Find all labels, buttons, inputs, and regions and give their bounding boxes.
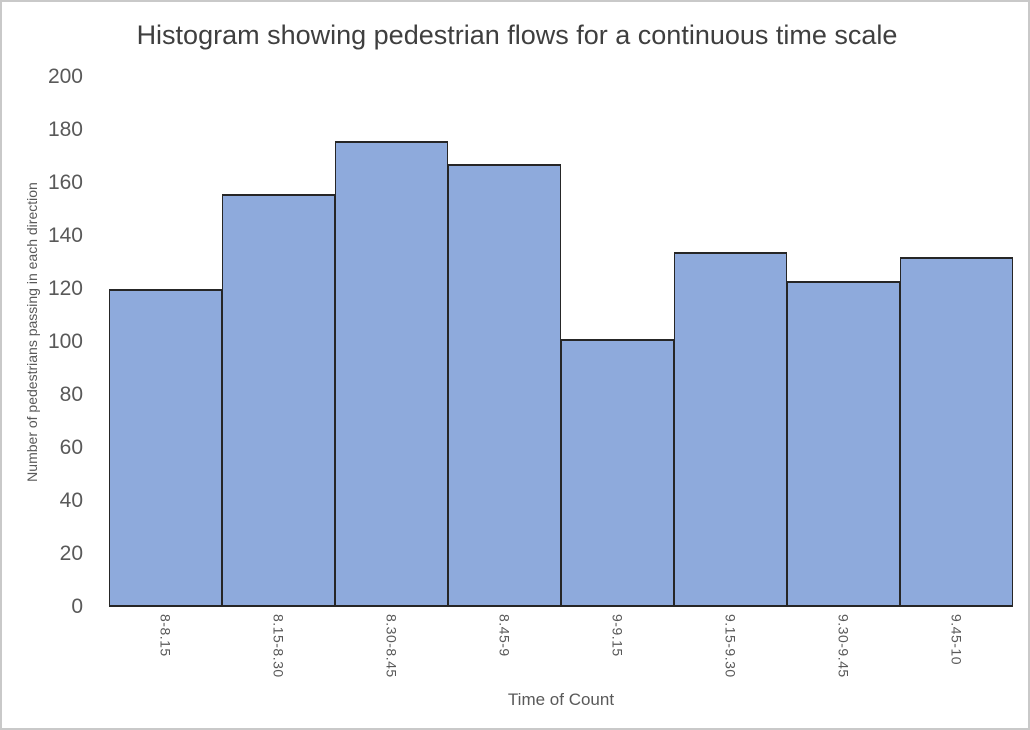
y-tick-label: 0 xyxy=(71,595,83,618)
x-tick-cell: 9.15-9.30 xyxy=(674,614,787,678)
y-tick-label: 200 xyxy=(47,65,83,88)
x-tick-label: 9.15-9.30 xyxy=(722,614,739,678)
y-tick-label: 120 xyxy=(47,277,83,300)
bar-8.30-8.45 xyxy=(335,141,448,607)
bar-8.45-9 xyxy=(448,164,561,607)
x-tick-cell: 9.45-10 xyxy=(900,614,1013,678)
bar-9.15-9.30 xyxy=(674,252,787,607)
x-tick-label: 9.30-9.45 xyxy=(835,614,852,678)
y-tick-label: 20 xyxy=(59,542,83,565)
y-tick-label: 40 xyxy=(59,489,83,512)
x-axis-title: Time of Count xyxy=(507,690,615,709)
y-tick-label: 80 xyxy=(59,383,83,406)
bar-9.30-9.45 xyxy=(787,281,900,607)
bar-8.15-8.30 xyxy=(222,194,335,607)
x-tick-label: 8.45-9 xyxy=(496,614,513,657)
x-tick-cell: 9.30-9.45 xyxy=(787,614,900,678)
x-tick-label: 8.30-8.45 xyxy=(383,614,400,678)
bar-8-8.15 xyxy=(109,289,222,607)
y-tick-label: 100 xyxy=(47,330,83,353)
x-tick-label: 9-9.15 xyxy=(609,614,626,657)
bar-9-9.15 xyxy=(561,339,674,607)
y-tick-label: 60 xyxy=(59,436,83,459)
plot-area xyxy=(109,77,1013,607)
x-tick-label: 8-8.15 xyxy=(157,614,174,657)
bar-9.45-10 xyxy=(900,257,1013,607)
x-axis-tick-labels: 8-8.15 8.15-8.30 8.30-8.45 8.45-9 9-9.15 9.15… xyxy=(109,614,1013,678)
x-tick-label: 9.45-10 xyxy=(948,614,965,665)
y-tick-label: 140 xyxy=(47,224,83,247)
x-tick-cell: 8-8.15 xyxy=(109,614,222,678)
chart-title: Histogram showing pedestrian flows for a… xyxy=(136,20,898,50)
x-tick-cell: 8.45-9 xyxy=(448,614,561,678)
x-tick-cell: 8.30-8.45 xyxy=(335,614,448,678)
y-tick-label: 180 xyxy=(47,118,83,141)
x-tick-cell: 9-9.15 xyxy=(561,614,674,678)
x-tick-cell: 8.15-8.30 xyxy=(222,614,335,678)
y-tick-label: 160 xyxy=(47,171,83,194)
x-tick-label: 8.15-8.30 xyxy=(270,614,287,678)
